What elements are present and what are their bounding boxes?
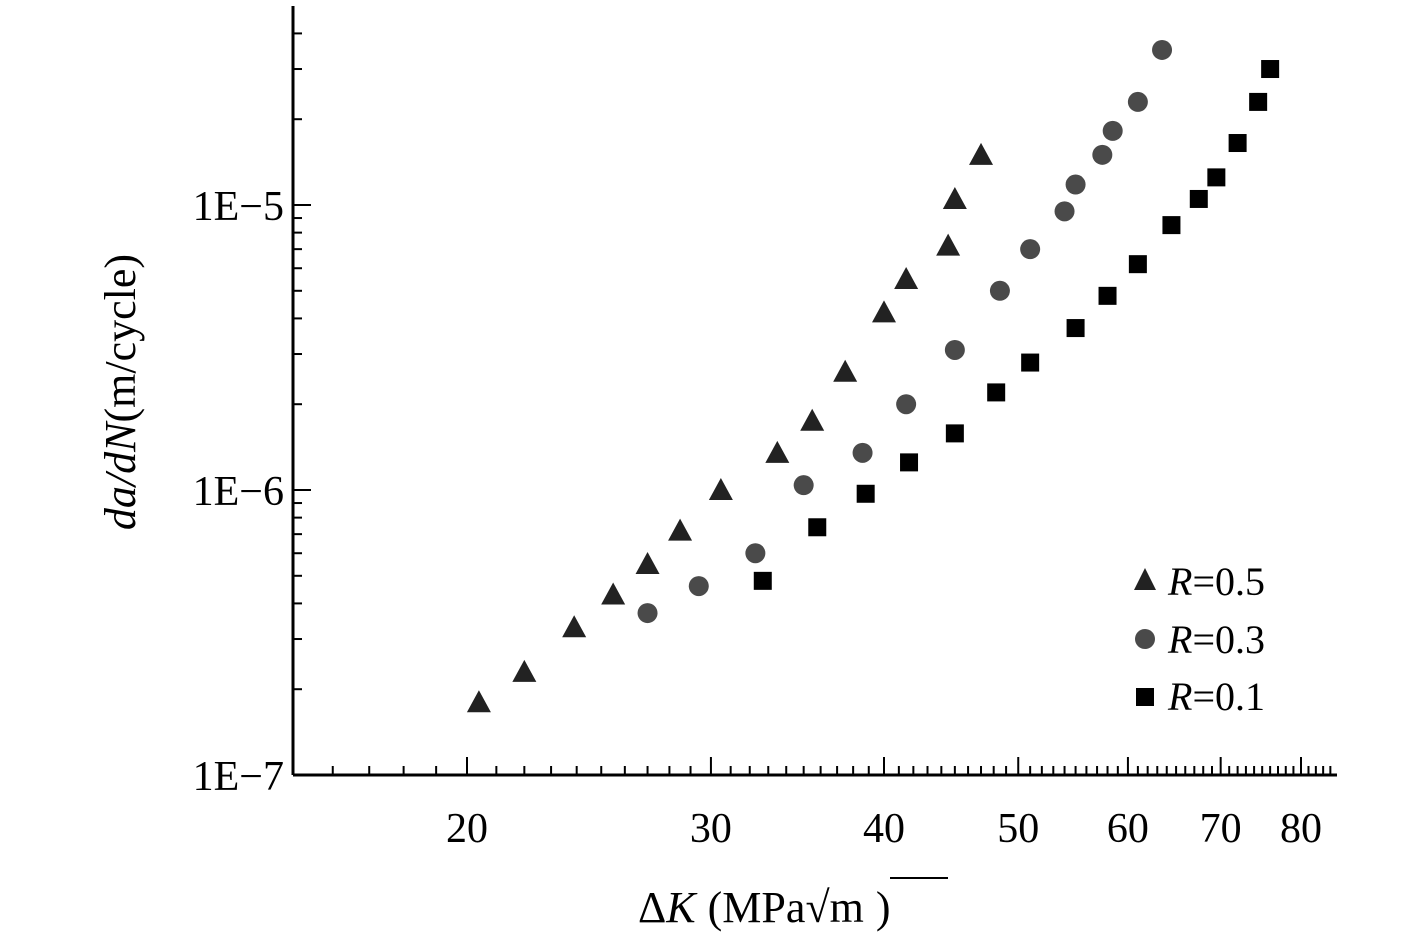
triangle-point (765, 440, 790, 463)
x-axis-title-units-close: ) (876, 883, 891, 932)
y-axis-title-var: da/dN (96, 420, 145, 530)
triangle-point (635, 551, 660, 574)
legend-label-r01-value: =0.1 (1192, 674, 1265, 719)
circle-point (1102, 120, 1123, 141)
legend-circle-marker (1135, 629, 1155, 649)
square-point (1249, 92, 1268, 111)
x-tick-label: 40 (863, 806, 905, 852)
square-point (808, 518, 827, 537)
triangle-point (833, 359, 858, 382)
legend-label-r05-var: R (1167, 559, 1192, 604)
square-point (1098, 286, 1117, 305)
triangle-point (708, 478, 733, 500)
legend-label-r03: R=0.3 (1167, 617, 1265, 662)
x-axis-title-units-open: (MPa (708, 883, 806, 932)
data-points (466, 39, 1280, 713)
circle-point (745, 543, 766, 564)
x-tick-label: 70 (1200, 806, 1242, 852)
square-point (1066, 319, 1085, 338)
circle-point (1054, 201, 1075, 222)
square-point (856, 484, 875, 503)
square-point (1261, 60, 1280, 79)
circle-point (637, 603, 658, 624)
x-axis-title-delta: Δ (638, 883, 666, 932)
circle-point (1152, 39, 1173, 60)
triangle-point (466, 690, 491, 713)
triangle-point (969, 142, 994, 165)
circle-point (1020, 239, 1041, 260)
legend-label-r01-var: R (1167, 674, 1192, 719)
circle-point (896, 394, 917, 415)
y-tick-label: 1E−6 (193, 469, 284, 515)
x-axis-title-var: K (665, 883, 698, 932)
triangle-point (512, 659, 537, 682)
triangle-point (942, 186, 967, 209)
minor-ticks (293, 32, 1332, 776)
circle-point (852, 442, 873, 463)
square-point (753, 571, 772, 590)
triangle-point (601, 582, 626, 605)
square-point (945, 424, 964, 443)
legend-label-r05-value: =0.5 (1192, 559, 1265, 604)
legend-square-marker (1136, 688, 1154, 706)
circle-point (1127, 91, 1148, 112)
legend-label-r03-var: R (1167, 617, 1192, 662)
triangle-point (562, 615, 587, 638)
circle-point (1065, 174, 1086, 195)
triangle-point (894, 266, 919, 289)
triangle-point (936, 233, 961, 256)
circle-point (688, 576, 709, 597)
square-point (1021, 353, 1040, 372)
legend-label-r03-value: =0.3 (1192, 617, 1265, 662)
circle-point (1092, 144, 1113, 165)
x-axis-title: ΔK (MPa√m) (638, 883, 890, 932)
triangle-point (668, 518, 693, 541)
circle-point (944, 339, 965, 360)
x-tick-label: 30 (690, 806, 732, 852)
square-point (1228, 134, 1247, 153)
circle-point (989, 280, 1010, 301)
axes (291, 6, 1337, 777)
circle-point (793, 475, 814, 496)
square-point (1189, 189, 1208, 208)
x-axis-title-sqrt: √ (805, 883, 830, 932)
x-tick-label: 20 (446, 806, 488, 852)
triangle-point (800, 408, 825, 431)
legend: R=0.5 R=0.3 R=0.1 (1134, 559, 1265, 719)
square-point (1162, 216, 1181, 235)
y-axis-title: da/dN(m/cycle) (96, 254, 145, 530)
legend-label-r01: R=0.1 (1167, 674, 1265, 719)
x-axis-title-radicand: m (830, 883, 864, 932)
y-tick-label: 1E−5 (193, 184, 284, 230)
y-ticks: 1E−7 1E−6 1E−5 (193, 184, 284, 800)
square-point (987, 383, 1006, 402)
square-point (1128, 255, 1147, 274)
triangle-point (872, 300, 896, 323)
y-axis-title-units: (m/cycle) (96, 254, 145, 423)
legend-triangle-marker (1134, 568, 1156, 590)
y-tick-label: 1E−7 (193, 754, 284, 800)
square-point (1207, 168, 1226, 187)
x-tick-label: 80 (1280, 806, 1322, 852)
x-tick-label: 60 (1107, 806, 1149, 852)
square-point (900, 453, 919, 472)
x-ticks: 20 30 40 50 60 70 80 (446, 806, 1322, 852)
legend-label-r05: R=0.5 (1167, 559, 1265, 604)
x-tick-label: 50 (997, 806, 1039, 852)
